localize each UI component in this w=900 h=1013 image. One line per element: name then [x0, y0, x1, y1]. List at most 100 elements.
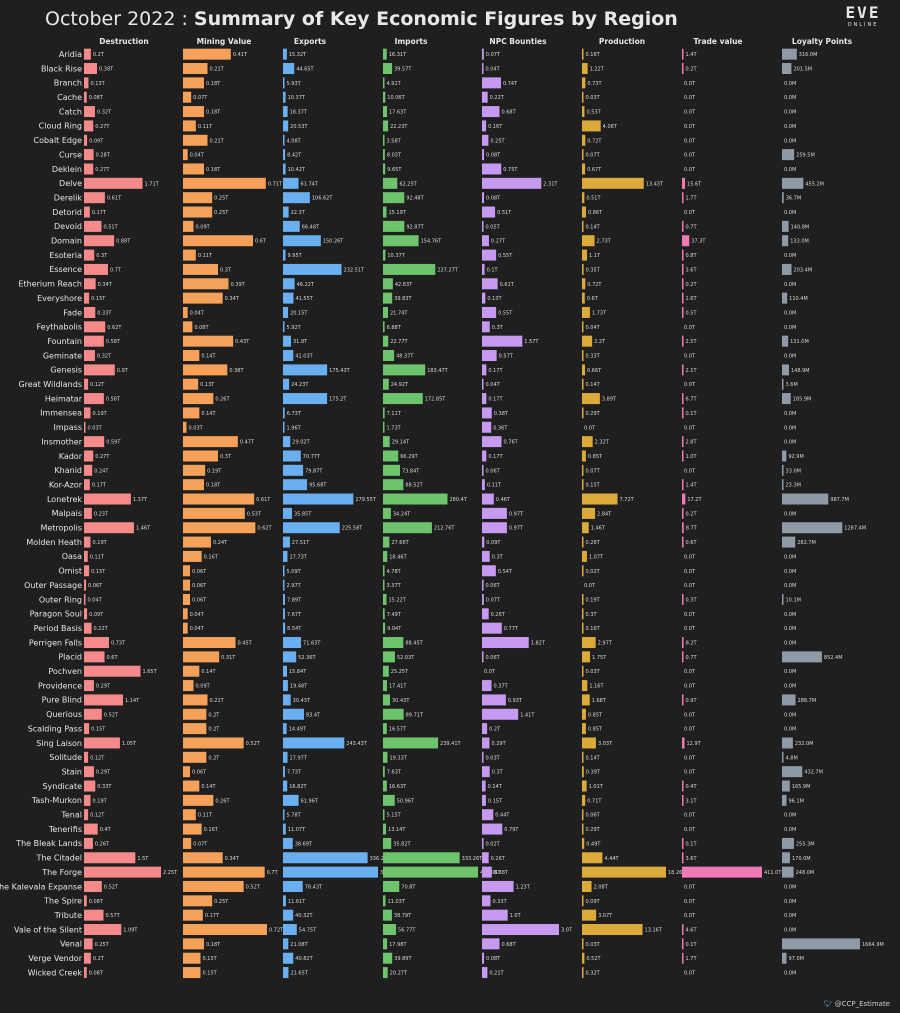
value-label-exports: 8.54T [287, 626, 302, 632]
value-label-exports: 61.96T [301, 798, 319, 804]
bar-destruction-kador [84, 450, 94, 462]
bar-production-branch [582, 77, 586, 89]
bar-exports-molden-heath [283, 536, 290, 548]
value-label-imports: 4.91T [387, 81, 402, 87]
bar-exports-feythabolis [283, 321, 285, 333]
value-label-mining-value: 0.18T [206, 942, 221, 948]
region-label: Scalding Pass [28, 724, 82, 733]
value-label-imports: 22.23T [390, 124, 408, 130]
bar-exports-omist [283, 565, 285, 577]
bar-exports-black-rise [283, 63, 295, 75]
bar-loyalty-points-pure-blind [782, 694, 796, 706]
value-label-loyalty-points: 133.0M [790, 239, 809, 245]
bar-trade-value-etherium-reach [682, 278, 684, 290]
bar-production-verge-vendor [582, 952, 585, 964]
region-label: The Citadel [36, 854, 83, 863]
value-label-npc-bounties: 0.16T [488, 124, 503, 130]
value-label-loyalty-points: 4.8M [786, 755, 798, 761]
bar-imports-sing-laison [383, 737, 439, 749]
value-label-mining-value: 0.38T [229, 368, 244, 374]
bar-exports-essence [283, 263, 342, 275]
bar-npc-bounties-esoteria [482, 249, 497, 261]
value-label-loyalty-points: 255.3M [796, 841, 815, 847]
value-label-trade-value: 0.1T [686, 411, 698, 417]
value-label-npc-bounties: 3.0T [561, 928, 573, 934]
value-label-trade-value: 8.2T [686, 641, 698, 647]
value-label-destruction: 1.46T [136, 526, 151, 532]
bar-imports-scalding-pass [383, 723, 387, 735]
region-label: Pochven [48, 667, 82, 676]
bar-destruction-providence [84, 680, 94, 692]
value-label-imports: 62.25T [399, 181, 417, 187]
value-label-mining-value: 0.43T [235, 339, 250, 345]
value-label-mining-value: 0.25T [214, 196, 229, 202]
value-label-trade-value: 0.7T [686, 655, 698, 661]
value-label-destruction: 0.7T [110, 267, 122, 273]
value-label-trade-value: 0.0T [684, 554, 696, 560]
bar-production-black-rise [582, 63, 588, 75]
bar-npc-bounties-black-rise [482, 63, 484, 75]
bar-npc-bounties-the-citadel [482, 852, 489, 864]
value-label-production: 1.73T [592, 310, 607, 316]
value-label-mining-value: 0.71T [268, 181, 283, 187]
bar-imports-lonetrek [383, 493, 448, 505]
value-label-npc-bounties: 0.15T [488, 798, 503, 804]
bar-trade-value-tash-murkon [682, 794, 684, 806]
bar-exports-branch [283, 77, 285, 89]
bar-destruction-genesis [84, 364, 115, 376]
value-label-loyalty-points: 0.0M [784, 913, 796, 919]
value-label-destruction: 0.29T [96, 770, 111, 776]
value-label-npc-bounties: 0.07T [486, 52, 501, 58]
value-label-loyalty-points: 0.0M [784, 138, 796, 144]
value-label-destruction: 0.27T [95, 167, 110, 173]
value-label-exports: 31.8T [293, 339, 308, 345]
bar-mining-value-detorid [183, 206, 213, 218]
bar-imports-feythabolis [383, 321, 385, 333]
bar-production-essence [582, 263, 584, 275]
region-label: Domain [51, 237, 82, 246]
bar-trade-value-devoid [682, 220, 684, 232]
bar-imports-esoteria [383, 249, 386, 261]
credit: 🐦︎ @CCP_Estimate [823, 999, 890, 1009]
value-label-destruction: 0.2T [93, 52, 105, 58]
bar-production-deklein [582, 163, 586, 175]
value-label-exports: 44.65T [296, 67, 314, 73]
value-label-production: 0.6T [587, 296, 599, 302]
bar-mining-value-fade [183, 306, 188, 318]
value-label-exports: 6.73T [287, 411, 302, 417]
bar-destruction-the-forge [84, 866, 161, 878]
region-label: Great Wildlands [18, 380, 82, 389]
bar-loyalty-points-the-forge [782, 866, 794, 878]
bar-imports-the-kalevala-expanse [383, 880, 400, 892]
bar-loyalty-points-molden-heath [782, 536, 796, 548]
value-label-production: 2.2T [594, 339, 606, 345]
region-label: Impass [54, 423, 82, 432]
value-label-destruction: 0.58T [106, 397, 121, 403]
bar-imports-deklein [383, 163, 386, 175]
value-label-production: 0.03T [586, 95, 601, 101]
value-label-npc-bounties: 0.06T [486, 655, 501, 661]
value-label-exports: 10.42T [288, 167, 306, 173]
value-label-trade-value: 0.6T [686, 540, 698, 546]
value-label-mining-value: 0.72T [269, 928, 284, 934]
column-header-trade-value: Trade value [693, 37, 742, 46]
value-label-trade-value: 0.7T [686, 224, 698, 230]
bar-mining-value-heimatar [183, 393, 214, 405]
value-label-destruction: 0.22T [94, 626, 109, 632]
region-label: Pure Blind [42, 696, 82, 705]
value-label-exports: 243.43T [346, 741, 367, 747]
value-label-loyalty-points: 110.4M [789, 296, 808, 302]
bar-npc-bounties-tash-murkon [482, 794, 486, 806]
bar-production-malpais [582, 507, 596, 519]
value-label-loyalty-points: 0.0M [784, 727, 796, 733]
bar-imports-khanid [383, 464, 400, 476]
value-label-loyalty-points: 0.0M [784, 569, 796, 575]
region-label: Venal [60, 940, 82, 949]
bar-npc-bounties-stain [482, 766, 490, 778]
value-label-mining-value: 0.16T [204, 827, 219, 833]
value-label-npc-bounties: 1.82T [531, 641, 546, 647]
bar-production-genesis [582, 364, 586, 376]
bar-exports-derelik [283, 192, 310, 204]
bar-destruction-outer-passage [84, 579, 87, 591]
bar-imports-the-bleak-lands [383, 837, 392, 849]
